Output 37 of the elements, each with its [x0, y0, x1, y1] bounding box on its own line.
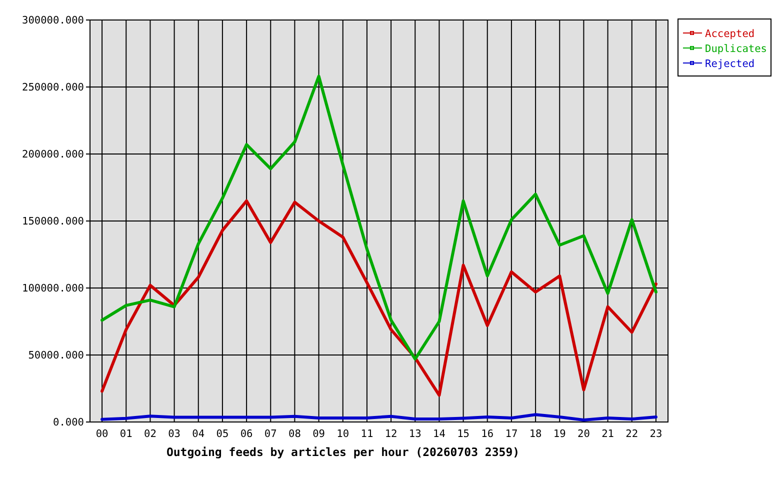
line-series	[100, 74, 658, 361]
legend-label: Duplicates	[705, 43, 767, 55]
y-tick-label: 0.000	[53, 416, 84, 429]
x-tick-label: 09	[312, 428, 325, 440]
y-tick-label: 200000.000	[22, 148, 84, 161]
x-tick-label: 18	[529, 428, 542, 440]
x-tick-label: 05	[216, 428, 229, 440]
x-tick-label: 11	[360, 428, 374, 440]
x-tick-label: 08	[288, 428, 301, 440]
line-series	[100, 199, 658, 397]
x-tick-label: 20	[578, 428, 590, 440]
y-tick-label: 150000.000	[22, 216, 84, 228]
y-tick-label: 100000.000	[22, 282, 84, 295]
legend-label: Rejected	[705, 58, 755, 70]
x-tick-label: 13	[408, 428, 422, 440]
x-tick-label: 17	[505, 428, 518, 440]
x-tick-label: 02	[144, 428, 156, 440]
x-tick-label: 10	[336, 428, 350, 440]
x-tick-label: 14	[433, 428, 446, 440]
x-tick-label: 04	[192, 428, 205, 440]
x-tick-label: 21	[602, 428, 614, 440]
x-tick-label: 19	[553, 428, 566, 440]
y-tick-label: 50000.000	[28, 350, 84, 362]
x-tick-label: 03	[168, 428, 180, 440]
x-tick-label: 16	[481, 428, 494, 440]
x-tick-label: 00	[96, 428, 108, 440]
y-tick-label: 250000.000	[22, 82, 84, 94]
x-tick-label: 15	[457, 428, 470, 440]
x-tick-label: 12	[384, 428, 398, 440]
x-tick-label: 22	[626, 428, 638, 440]
x-tick-label: 23	[650, 428, 662, 440]
x-tick-label: 07	[264, 428, 277, 440]
x-axis-title: Outgoing feeds by articles per hour (20260703 2359)	[166, 445, 520, 459]
legend-label: Accepted	[705, 28, 755, 40]
y-tick-label: 300000.000	[22, 14, 84, 27]
x-tick-label: 01	[120, 428, 132, 440]
x-tick-label: 06	[240, 428, 253, 440]
